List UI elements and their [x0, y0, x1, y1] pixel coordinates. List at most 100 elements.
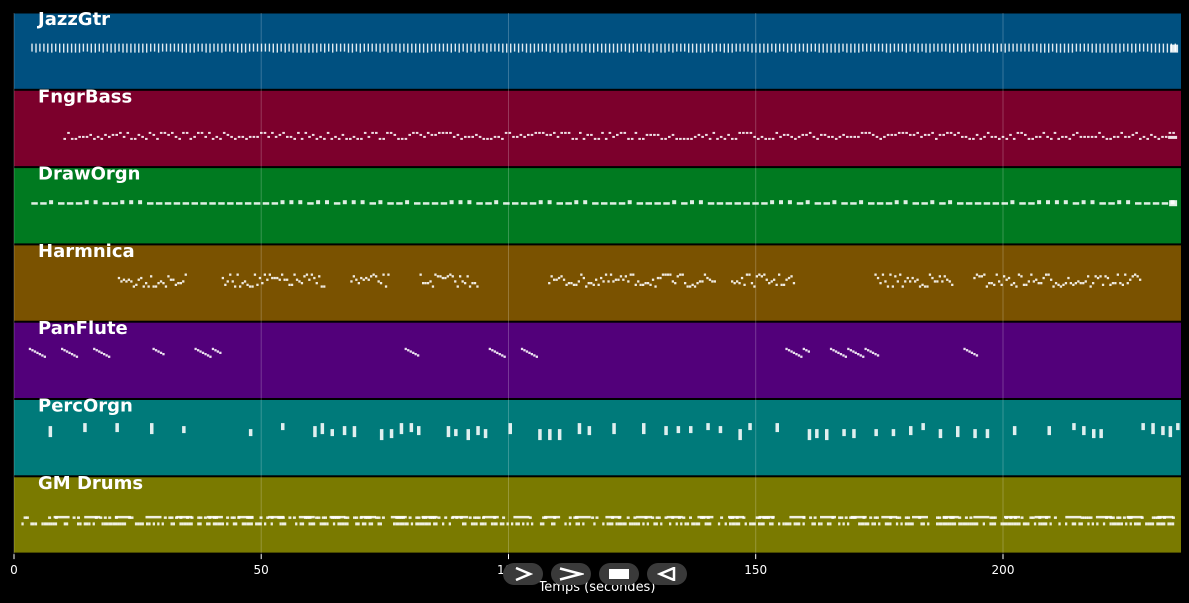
note	[513, 515, 530, 519]
track-lane	[14, 168, 1181, 244]
note	[1109, 522, 1112, 526]
note	[133, 137, 137, 140]
note	[320, 43, 322, 52]
note	[466, 43, 468, 53]
note	[421, 515, 438, 519]
note	[412, 351, 415, 354]
note	[127, 278, 130, 281]
note	[297, 131, 300, 134]
note	[89, 133, 92, 136]
note	[1109, 137, 1112, 140]
note	[975, 354, 979, 357]
track-notes	[48, 423, 1180, 441]
note	[1123, 43, 1125, 52]
note	[968, 350, 971, 353]
note	[1028, 202, 1035, 205]
note	[1136, 522, 1139, 526]
note	[403, 43, 405, 52]
note	[362, 278, 365, 281]
note	[157, 350, 160, 353]
note	[1105, 137, 1109, 140]
note	[399, 423, 404, 435]
note	[219, 351, 222, 354]
note	[656, 276, 660, 280]
note	[988, 282, 991, 285]
note	[1141, 423, 1145, 431]
note	[152, 522, 155, 526]
note	[379, 43, 381, 53]
note	[159, 280, 163, 283]
note	[755, 516, 759, 519]
note	[958, 522, 961, 526]
note	[1154, 516, 1158, 519]
note	[215, 522, 218, 526]
note	[1065, 515, 1082, 519]
note	[150, 43, 152, 52]
note	[409, 423, 414, 433]
stop-button[interactable]	[599, 563, 639, 585]
note	[846, 135, 849, 138]
note	[737, 522, 741, 526]
note	[190, 522, 193, 526]
note	[889, 273, 892, 276]
note	[102, 43, 104, 53]
note	[860, 522, 863, 526]
note	[941, 280, 944, 283]
note	[553, 131, 556, 134]
note	[377, 522, 380, 526]
note	[126, 131, 130, 134]
note	[885, 202, 893, 205]
note	[871, 133, 875, 136]
note	[450, 43, 452, 53]
note	[1044, 43, 1046, 53]
note	[177, 43, 180, 52]
note	[773, 278, 776, 281]
note	[525, 350, 529, 353]
note	[111, 133, 115, 136]
note	[961, 43, 963, 53]
note	[842, 429, 846, 437]
note	[286, 135, 289, 138]
note	[1051, 43, 1054, 52]
note	[178, 137, 181, 140]
note	[842, 133, 845, 136]
note	[189, 137, 193, 140]
note	[296, 43, 298, 53]
note	[575, 283, 578, 286]
note	[538, 131, 541, 134]
note	[1067, 43, 1070, 53]
note	[174, 283, 177, 286]
note	[597, 43, 599, 52]
note	[958, 516, 962, 519]
note	[1082, 516, 1086, 519]
note	[216, 350, 219, 353]
note	[112, 522, 115, 526]
note	[664, 43, 666, 53]
note	[595, 516, 599, 519]
play-button[interactable]	[503, 563, 543, 585]
note	[438, 43, 441, 52]
note	[982, 522, 985, 526]
note	[1167, 522, 1170, 526]
note	[549, 133, 552, 136]
note	[203, 516, 207, 519]
note	[1169, 200, 1178, 207]
note	[364, 522, 367, 526]
note	[464, 282, 467, 285]
note	[750, 282, 754, 285]
note	[720, 516, 724, 519]
rewind-button[interactable]	[647, 563, 687, 585]
note	[974, 202, 982, 205]
note	[484, 522, 487, 526]
note	[1025, 522, 1028, 526]
note	[642, 423, 646, 435]
note	[256, 283, 259, 286]
note	[508, 131, 512, 134]
forward-button[interactable]	[551, 563, 591, 585]
track-notes	[21, 515, 1175, 526]
note	[763, 273, 766, 276]
note	[874, 429, 878, 437]
note	[794, 43, 797, 53]
note	[847, 347, 850, 351]
note	[1126, 282, 1129, 285]
